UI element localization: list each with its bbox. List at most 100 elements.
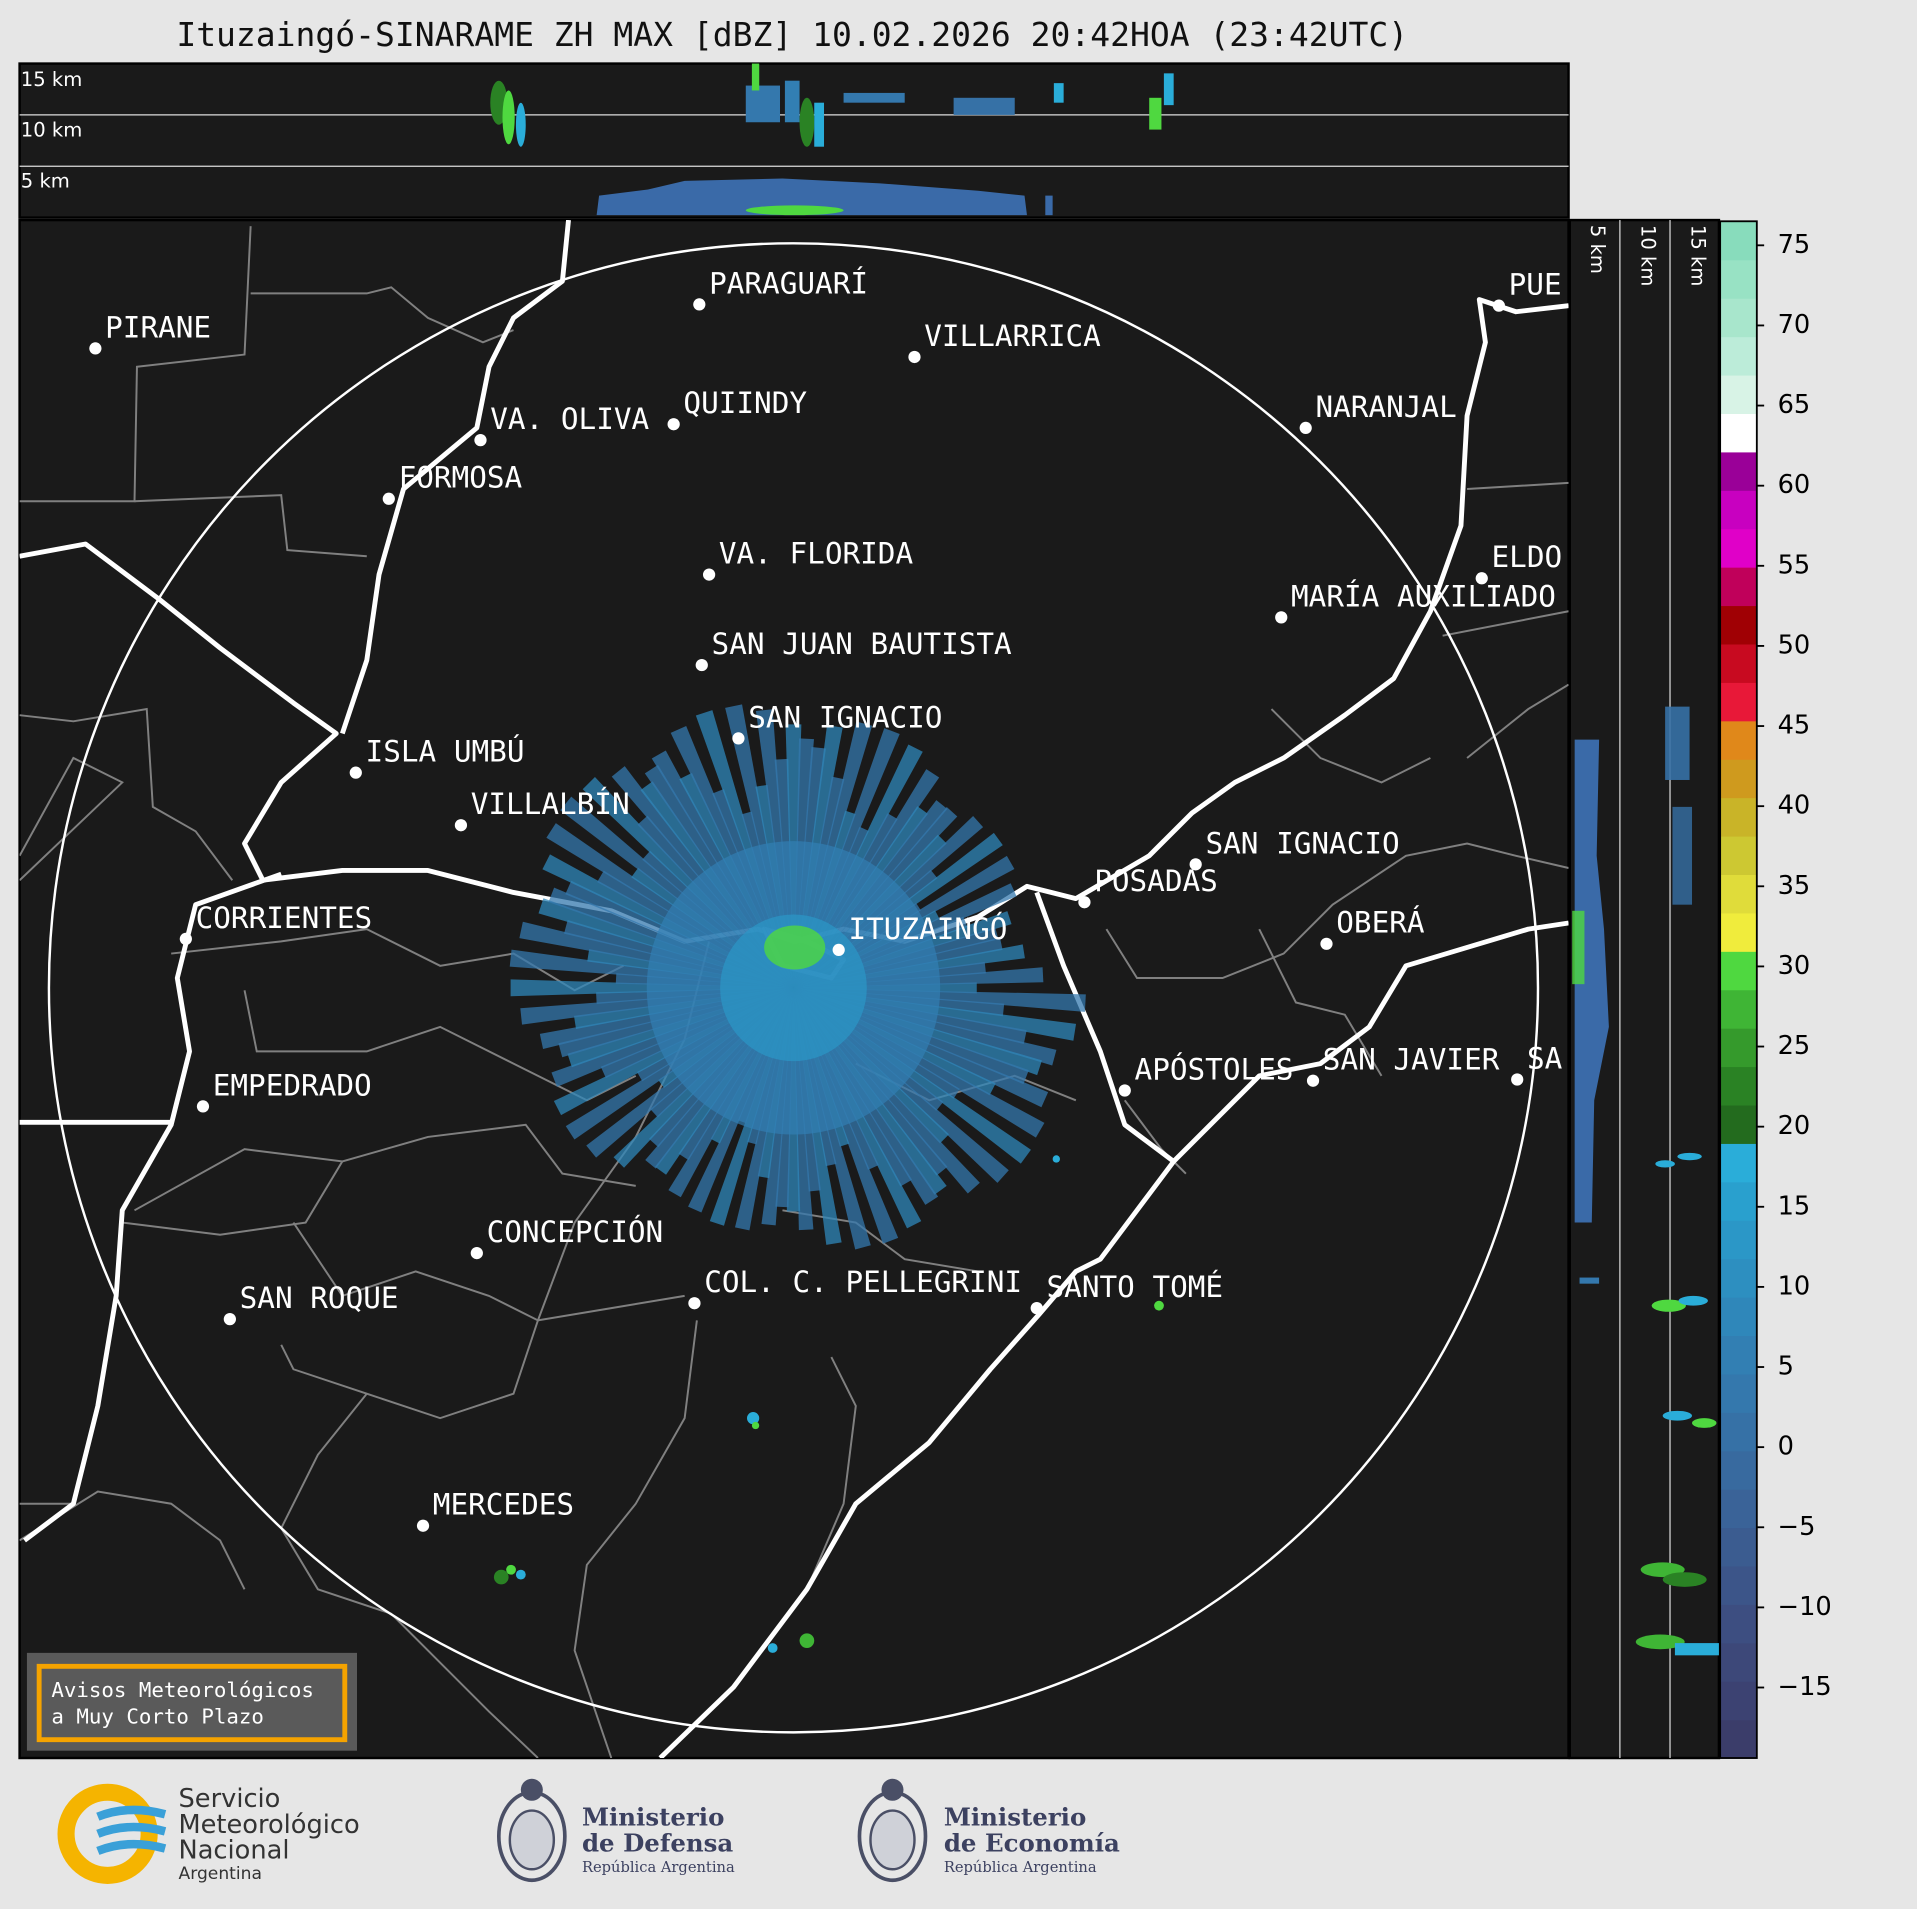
city-label: PARAGUARÍ — [709, 265, 868, 300]
colorbar-band — [1720, 951, 1757, 991]
colorbar-band — [1720, 874, 1757, 914]
colorbar-band — [1720, 413, 1757, 453]
warning-text[interactable]: a Muy Corto Plazo — [51, 1705, 264, 1729]
top-profile: 15 km 10 km 5 km — [18, 62, 1570, 219]
city-dot — [1299, 421, 1312, 435]
city-label: PUE — [1509, 268, 1562, 302]
colorbar-tick-label: 15 — [1778, 1191, 1811, 1221]
city-label: POSADAS — [1094, 864, 1218, 898]
city-dot — [695, 658, 708, 672]
height-label: 5 km — [21, 170, 70, 193]
colorbar-band — [1720, 1258, 1757, 1298]
logo-text: de Defensa — [582, 1828, 733, 1857]
logo-text: Meteorológico — [179, 1810, 360, 1840]
city-dot — [908, 350, 921, 364]
colorbar-band — [1720, 490, 1757, 530]
city-label: VA. OLIVA — [490, 402, 649, 436]
colorbar-band — [1720, 298, 1757, 338]
city-dot — [223, 1313, 236, 1326]
colorbar-band — [1720, 989, 1757, 1029]
city-label: SANTO TOMÉ — [1047, 1269, 1224, 1304]
city-dot — [474, 434, 487, 447]
colorbar-tick-label: 55 — [1778, 550, 1811, 580]
city-label: QUIINDY — [683, 386, 807, 420]
colorbar-band — [1720, 1527, 1757, 1567]
city-dot — [832, 943, 845, 957]
city-dot — [1511, 1073, 1524, 1086]
height-label: 15 km — [1686, 225, 1709, 286]
city-label: VILLARRICA — [924, 319, 1101, 353]
city-dot — [1030, 1302, 1043, 1315]
city-dot — [688, 1297, 701, 1310]
colorbar-band — [1720, 1489, 1757, 1529]
city-label: COL. C. PELLEGRINI — [704, 1265, 1022, 1299]
colorbar-tick-label: 60 — [1778, 470, 1811, 500]
city-label: SAN ROQUE — [240, 1281, 399, 1315]
echo-core — [720, 914, 867, 1062]
city-label: MARÍA AUXILIADO — [1291, 578, 1556, 613]
city-label: FORMOSA — [399, 461, 523, 495]
colorbar-band — [1720, 1604, 1757, 1644]
colorbar-band — [1720, 221, 1757, 261]
city-dot — [1475, 572, 1488, 585]
city-label: OBERÁ — [1336, 905, 1425, 940]
warning-button[interactable]: Avisos Meteorológicos a Muy Corto Plazo — [26, 1652, 358, 1751]
colorbar-band — [1720, 259, 1757, 299]
colorbar-band — [1720, 1296, 1757, 1337]
colorbar-band — [1720, 1373, 1757, 1413]
warning-button-bg[interactable] — [26, 1652, 358, 1751]
height-label: 15 km — [21, 68, 82, 91]
city-dot — [667, 418, 680, 431]
colorbar-band — [1720, 720, 1757, 760]
colorbar-band — [1720, 1642, 1757, 1682]
city-layer: PIRANE PARAGUARÍ VILLARRICA VA. OLIVA QUIIND… — [89, 265, 1563, 1532]
city-dot — [1078, 896, 1091, 909]
colorbar-band — [1720, 1412, 1757, 1452]
colorbar-frame — [1719, 220, 1758, 1759]
logo-text: Ministerio — [582, 1803, 724, 1832]
city-dot — [382, 492, 395, 505]
colorbar-band — [1720, 643, 1757, 683]
colorbar-band — [1720, 1181, 1757, 1221]
warning-text[interactable]: Avisos Meteorológicos — [51, 1678, 314, 1702]
colorbar-band — [1720, 912, 1757, 952]
city-label: EMPEDRADO — [213, 1068, 372, 1102]
warning-button-frame[interactable] — [36, 1663, 348, 1743]
colorbar-band — [1720, 1066, 1757, 1106]
city-label: CORRIENTES — [196, 901, 373, 935]
economia-logo: Ministerio de Economía República Argenti… — [857, 1778, 1120, 1883]
city-dot — [470, 1246, 483, 1260]
city-label: CONCEPCIÓN — [487, 1213, 664, 1249]
colorbar-band — [1720, 1681, 1757, 1721]
colorbar-band — [1720, 682, 1757, 722]
height-label: 10 km — [21, 118, 82, 141]
logo-text: República Argentina — [582, 1859, 735, 1876]
city-dot — [1118, 1084, 1131, 1097]
city-dot — [1275, 611, 1288, 624]
city-label: SAN IGNACIO — [748, 700, 942, 734]
city-dot — [196, 1100, 210, 1113]
city-label: NARANJAL — [1315, 390, 1456, 424]
city-label: ITUZAINGÓ — [848, 910, 1007, 946]
city-label: VILLALBÍN — [471, 786, 630, 821]
colorbar-tick-label: 0 — [1778, 1432, 1794, 1462]
colorbar-band — [1720, 451, 1757, 491]
city-label: APÓSTOLES — [1135, 1050, 1294, 1086]
city-dot — [693, 298, 706, 311]
colorbar-band — [1720, 1565, 1757, 1605]
colorbar-band — [1720, 1335, 1757, 1375]
radar-echo — [509, 704, 1086, 1250]
colorbar-band — [1720, 605, 1757, 645]
city-label: ISLA UMBÚ — [366, 733, 525, 769]
logo-text: Nacional — [179, 1835, 290, 1865]
height-label: 10 km — [1636, 225, 1659, 286]
city-dot — [732, 732, 745, 745]
colorbar-tick-label: 25 — [1778, 1031, 1811, 1061]
colorbar-band — [1720, 567, 1757, 607]
colorbar-band — [1720, 528, 1757, 568]
city-dot — [1492, 299, 1505, 312]
colorbar-band — [1720, 336, 1757, 376]
colorbar-tick-label: 70 — [1778, 310, 1811, 340]
city-label: SA — [1527, 1041, 1563, 1075]
